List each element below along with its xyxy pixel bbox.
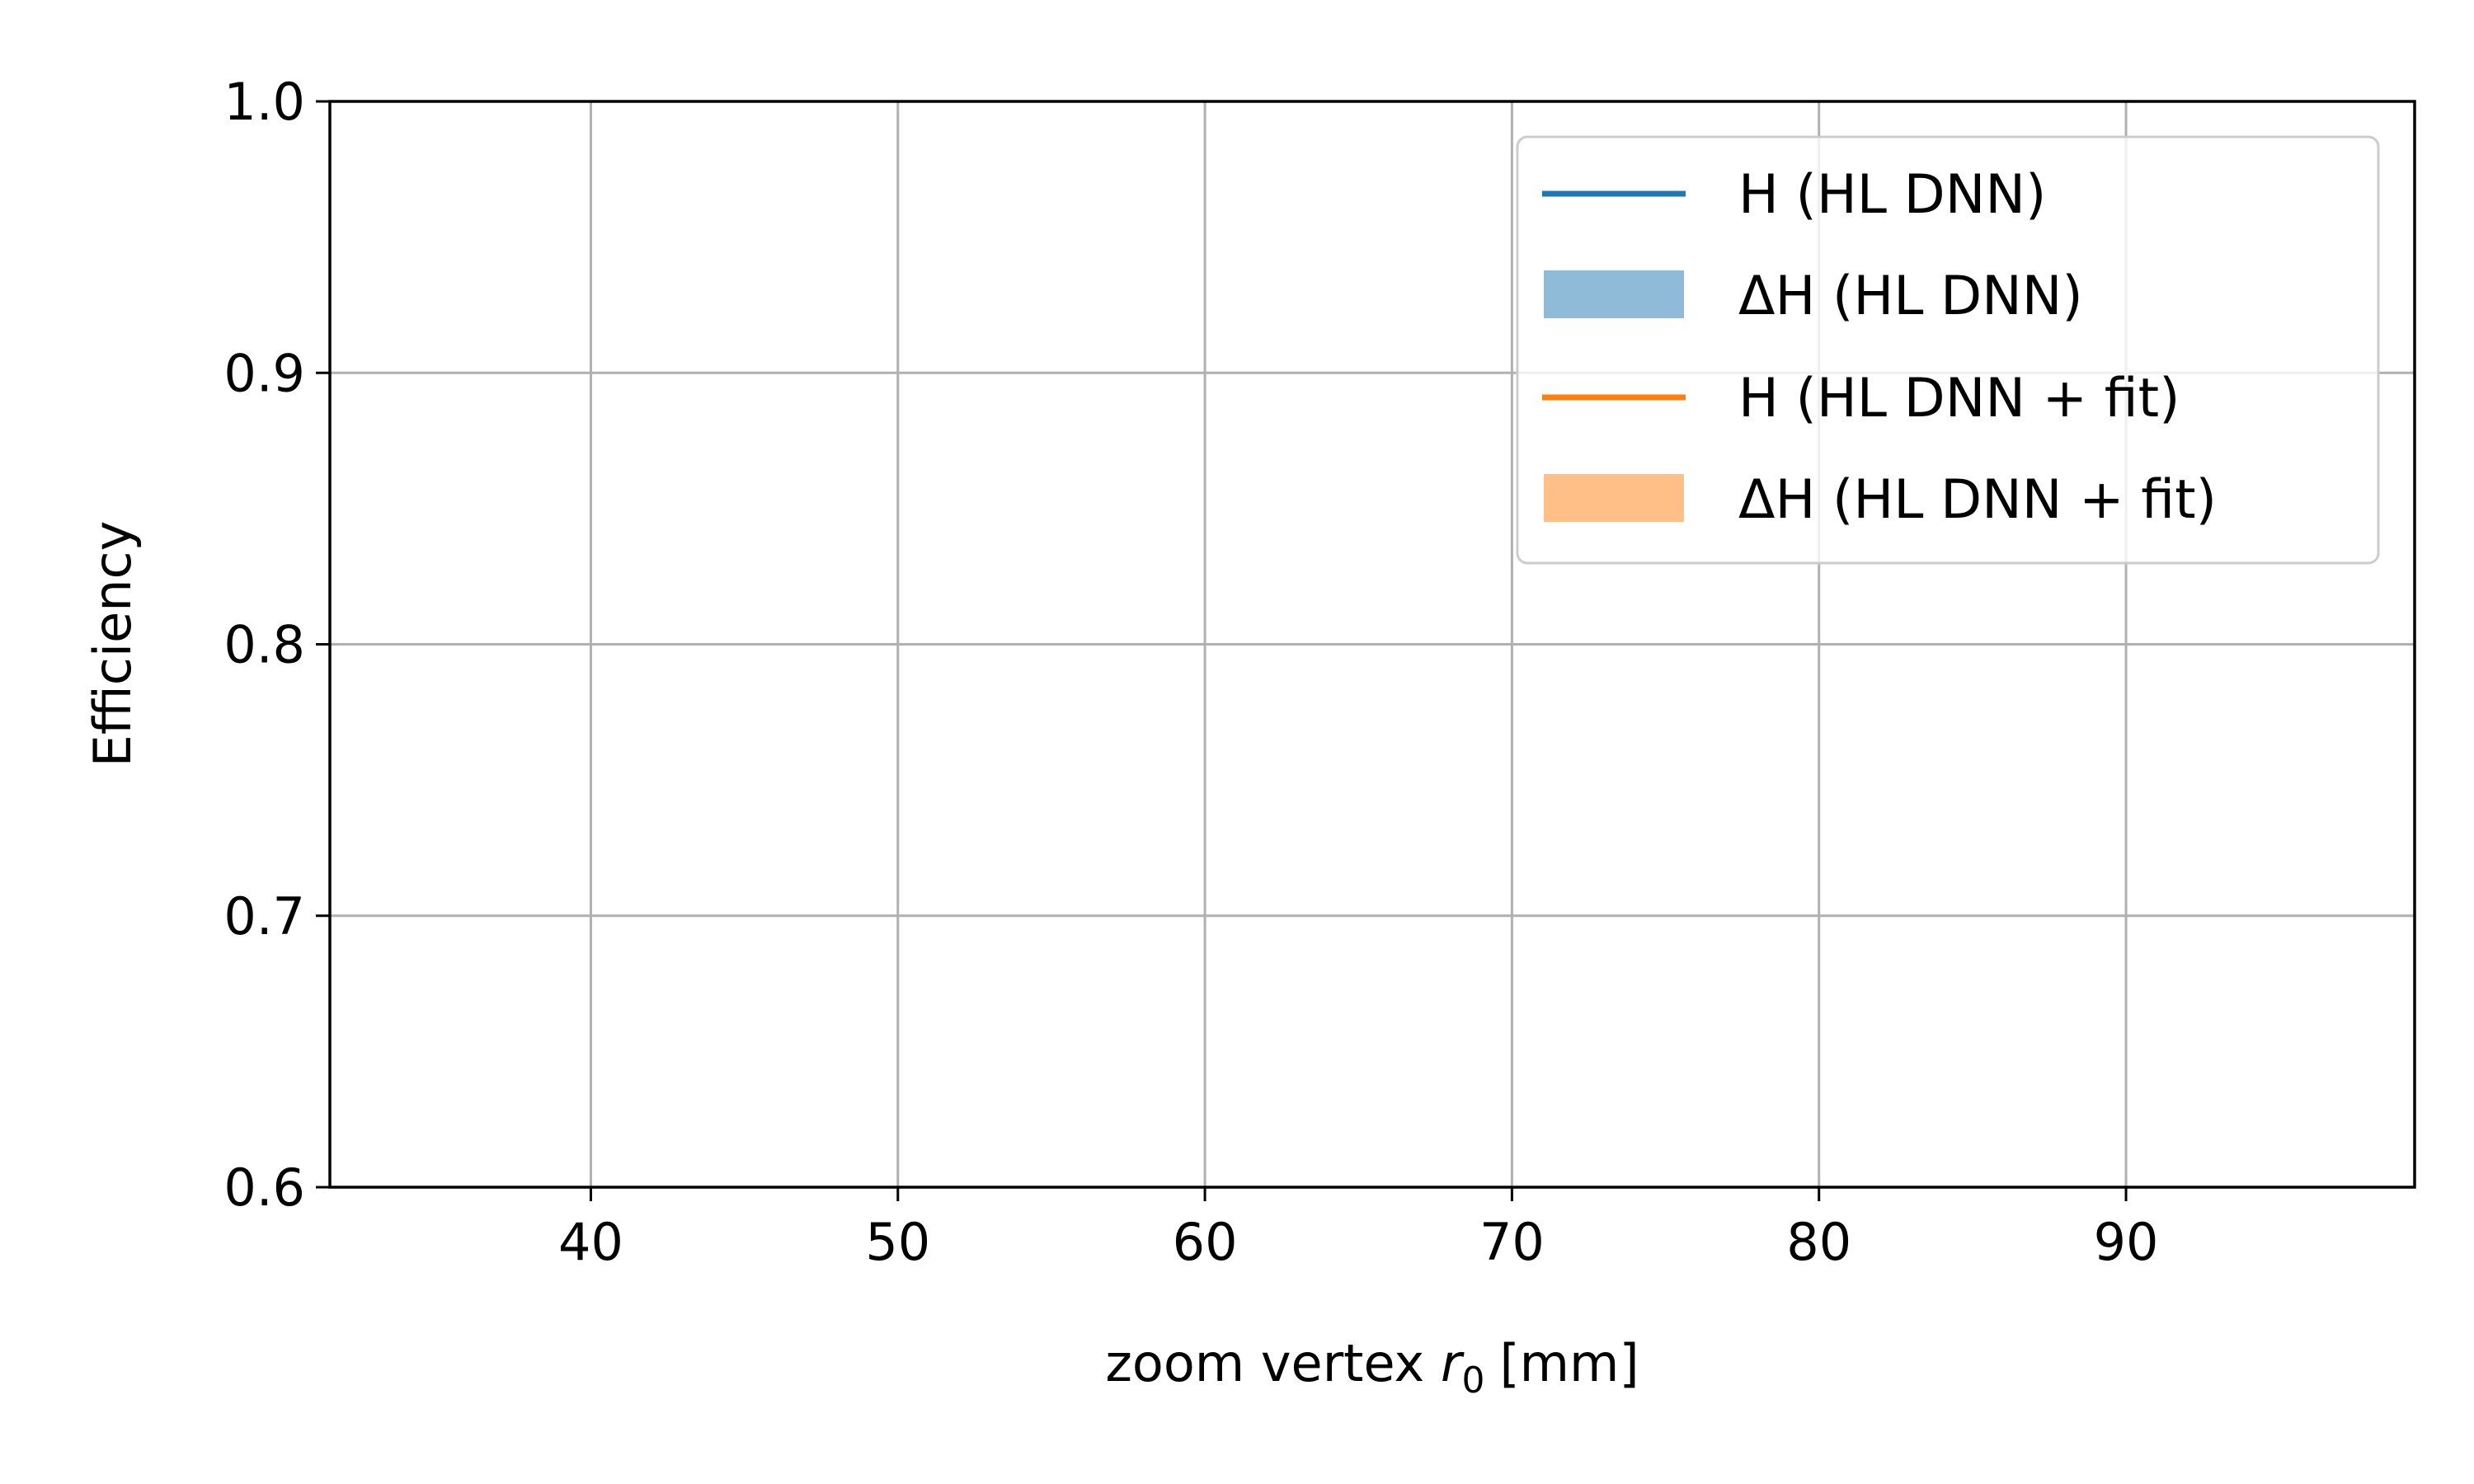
legend-label: ΔH (HL DNN + fit) — [1738, 469, 2217, 531]
x-tick-label: 60 — [1173, 1212, 1238, 1272]
y-tick-label: 0.9 — [223, 343, 305, 403]
x-tick-label: 40 — [558, 1212, 623, 1272]
x-axis-label-text: zoom vertex — [1105, 1333, 1424, 1393]
y-tick-label: 1.0 — [223, 72, 305, 132]
x-tick-label: 70 — [1479, 1212, 1545, 1272]
y-tick-label: 0.6 — [223, 1158, 305, 1218]
legend-label: ΔH (HL DNN) — [1738, 265, 2083, 327]
x-tick-label: 50 — [865, 1212, 930, 1272]
x-tick-label: 80 — [1786, 1212, 1851, 1272]
y-tick-label: 0.8 — [223, 615, 305, 675]
legend: H (HL DNN) ΔH (HL DNN) H (HL DNN + fit) ΔH … — [1516, 135, 2380, 565]
legend-label: H (HL DNN + fit) — [1738, 368, 2180, 430]
x-axis-label-subscript: 0 — [1461, 1360, 1484, 1402]
x-tick-label: 90 — [2094, 1212, 2159, 1272]
x-axis-label-unit: [mm] — [1499, 1333, 1639, 1393]
legend-band-swatch — [1544, 474, 1684, 522]
y-axis-label: Efficiency — [82, 521, 143, 768]
y-tick-label: 0.7 — [223, 886, 305, 946]
y-axis-ticks: 0.6 0.7 0.8 0.9 1.0 — [223, 72, 330, 1218]
x-axis-label-variable: r — [1441, 1333, 1465, 1393]
legend-label: H (HL DNN) — [1738, 164, 2046, 226]
legend-band-swatch — [1544, 270, 1684, 318]
x-axis-label: zoom vertex r0 [mm] — [1105, 1333, 1639, 1402]
x-axis-ticks: 40 50 60 70 80 90 — [558, 1187, 2158, 1272]
legend-box — [1516, 135, 2380, 565]
